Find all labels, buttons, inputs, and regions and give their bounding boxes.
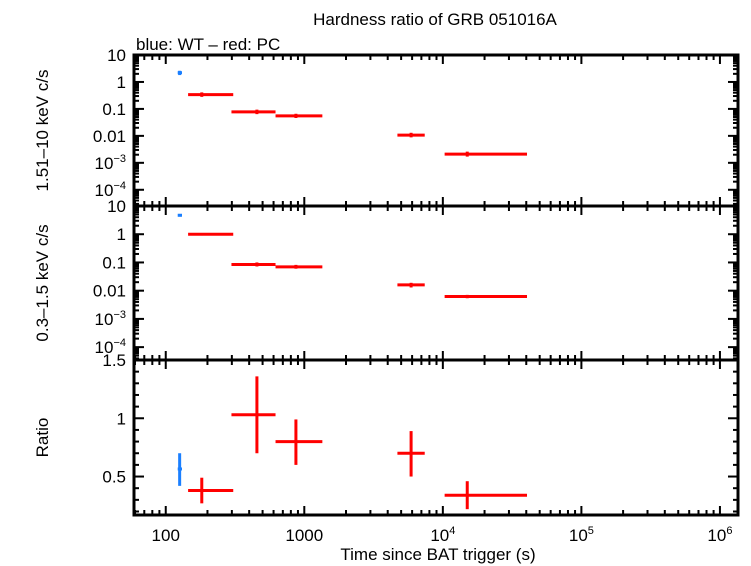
x-tick-label: 104 bbox=[430, 525, 455, 545]
y-tick-label: 10−4 bbox=[95, 337, 126, 357]
chart-title: Hardness ratio of GRB 051016A bbox=[313, 10, 557, 29]
panel-frame bbox=[132, 204, 740, 362]
y-tick-label: 1.5 bbox=[102, 351, 126, 370]
y-tick-label: 10−4 bbox=[95, 180, 126, 200]
y-tick-label: 10−3 bbox=[95, 153, 126, 173]
y-tick-label: 10 bbox=[107, 197, 126, 216]
x-tick-label: 105 bbox=[569, 525, 594, 545]
y-tick-label: 0.01 bbox=[93, 282, 126, 301]
y-tick-label: 0.5 bbox=[102, 468, 126, 487]
y-tick-label: 10 bbox=[107, 46, 126, 65]
y-axis-label: Ratio bbox=[33, 418, 52, 458]
y-tick-label: 0.01 bbox=[93, 127, 126, 146]
x-tick-label: 100 bbox=[152, 526, 180, 545]
y-axis-label: 1.51–10 keV c/s bbox=[33, 70, 52, 192]
x-axis-label: Time since BAT trigger (s) bbox=[340, 545, 535, 564]
y-tick-label: 1 bbox=[117, 73, 126, 92]
y-tick-label: 1 bbox=[117, 225, 126, 244]
panel-frame bbox=[132, 358, 740, 517]
y-tick-label: 0.1 bbox=[102, 253, 126, 272]
x-tick-label: 1000 bbox=[285, 526, 323, 545]
y-axis-label: 0.3–1.5 keV c/s bbox=[33, 224, 52, 341]
panel-frame bbox=[132, 53, 740, 208]
y-tick-label: 0.1 bbox=[102, 100, 126, 119]
y-tick-label: 10−3 bbox=[95, 309, 126, 329]
chart-subtitle: blue: WT – red: PC bbox=[136, 35, 280, 54]
y-tick-label: 1 bbox=[117, 409, 126, 428]
x-tick-label: 106 bbox=[707, 525, 732, 545]
